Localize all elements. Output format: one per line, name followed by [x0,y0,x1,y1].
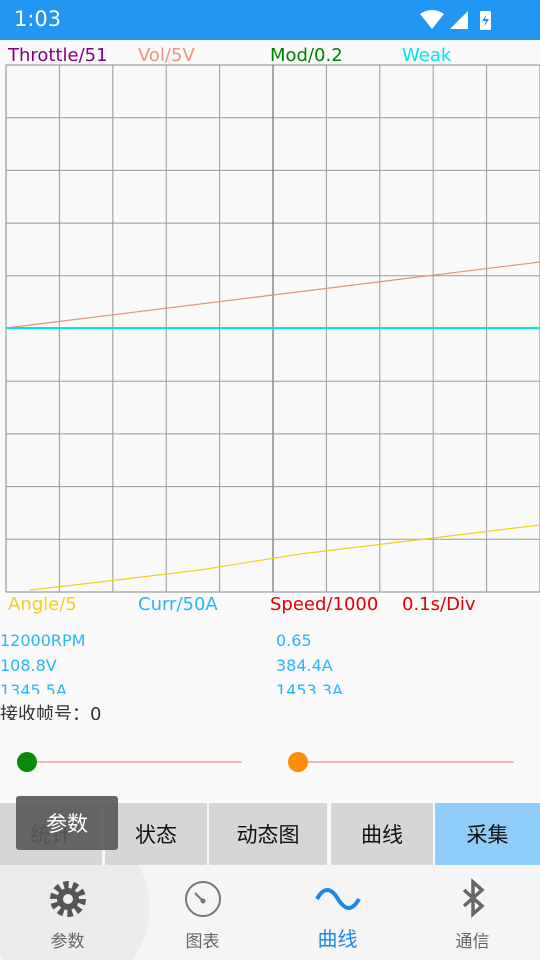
legend-timebase: 0.1s/Div [402,594,476,615]
readouts: 12000RPM 0.65 108.8V 384.4A 1345.5A 1453… [0,628,540,694]
wave-icon [314,888,361,910]
nav-label: 通信 [455,932,490,952]
tab-status[interactable]: 状态 [105,803,207,865]
readout: 12000RPM [0,631,86,650]
toast: 参数 [16,796,118,850]
legend-throttle: Throttle/51 [8,45,108,66]
legend-vol: Vol/5V [138,45,195,66]
bluetooth-icon [462,878,485,918]
ripple [0,865,150,960]
legend-mod: Mod/0.2 [270,45,343,66]
bottom-nav [0,865,540,960]
sliders[interactable] [0,745,540,779]
readout: 1453.3A [276,681,343,694]
legend-weak: Weak [402,45,452,66]
gauge-icon [184,881,221,917]
gear-icon [49,881,86,917]
legend-curr: Curr/50A [138,594,218,615]
legend-speed: Speed/1000 [270,594,379,615]
nav-comm[interactable]: 通信 [405,865,540,960]
frame-label: 接收帧号：0 [0,704,102,720]
tab-dynamic[interactable]: 动态图 [209,803,327,865]
nav-charts[interactable]: 图表 [135,865,270,960]
nav-label: 曲线 [317,927,358,951]
legend-angle: Angle/5 [8,594,77,615]
clock: 1:03 [14,7,62,31]
readout: 108.8V [0,656,57,675]
readout: 384.4A [276,656,333,675]
nav-label: 图表 [185,932,220,952]
scope-grid [5,64,540,593]
readout: 0.65 [276,631,312,650]
tab-collect[interactable]: 采集 [435,803,540,865]
nav-params[interactable]: 参数 [0,865,135,960]
readout: 1345.5A [0,681,67,694]
status-icons [420,10,491,30]
nav-label: 参数 [50,932,85,952]
nav-curves[interactable]: 曲线 [270,865,405,960]
tab-curve[interactable]: 曲线 [331,803,433,865]
status-bar: 1:03 [0,0,540,40]
